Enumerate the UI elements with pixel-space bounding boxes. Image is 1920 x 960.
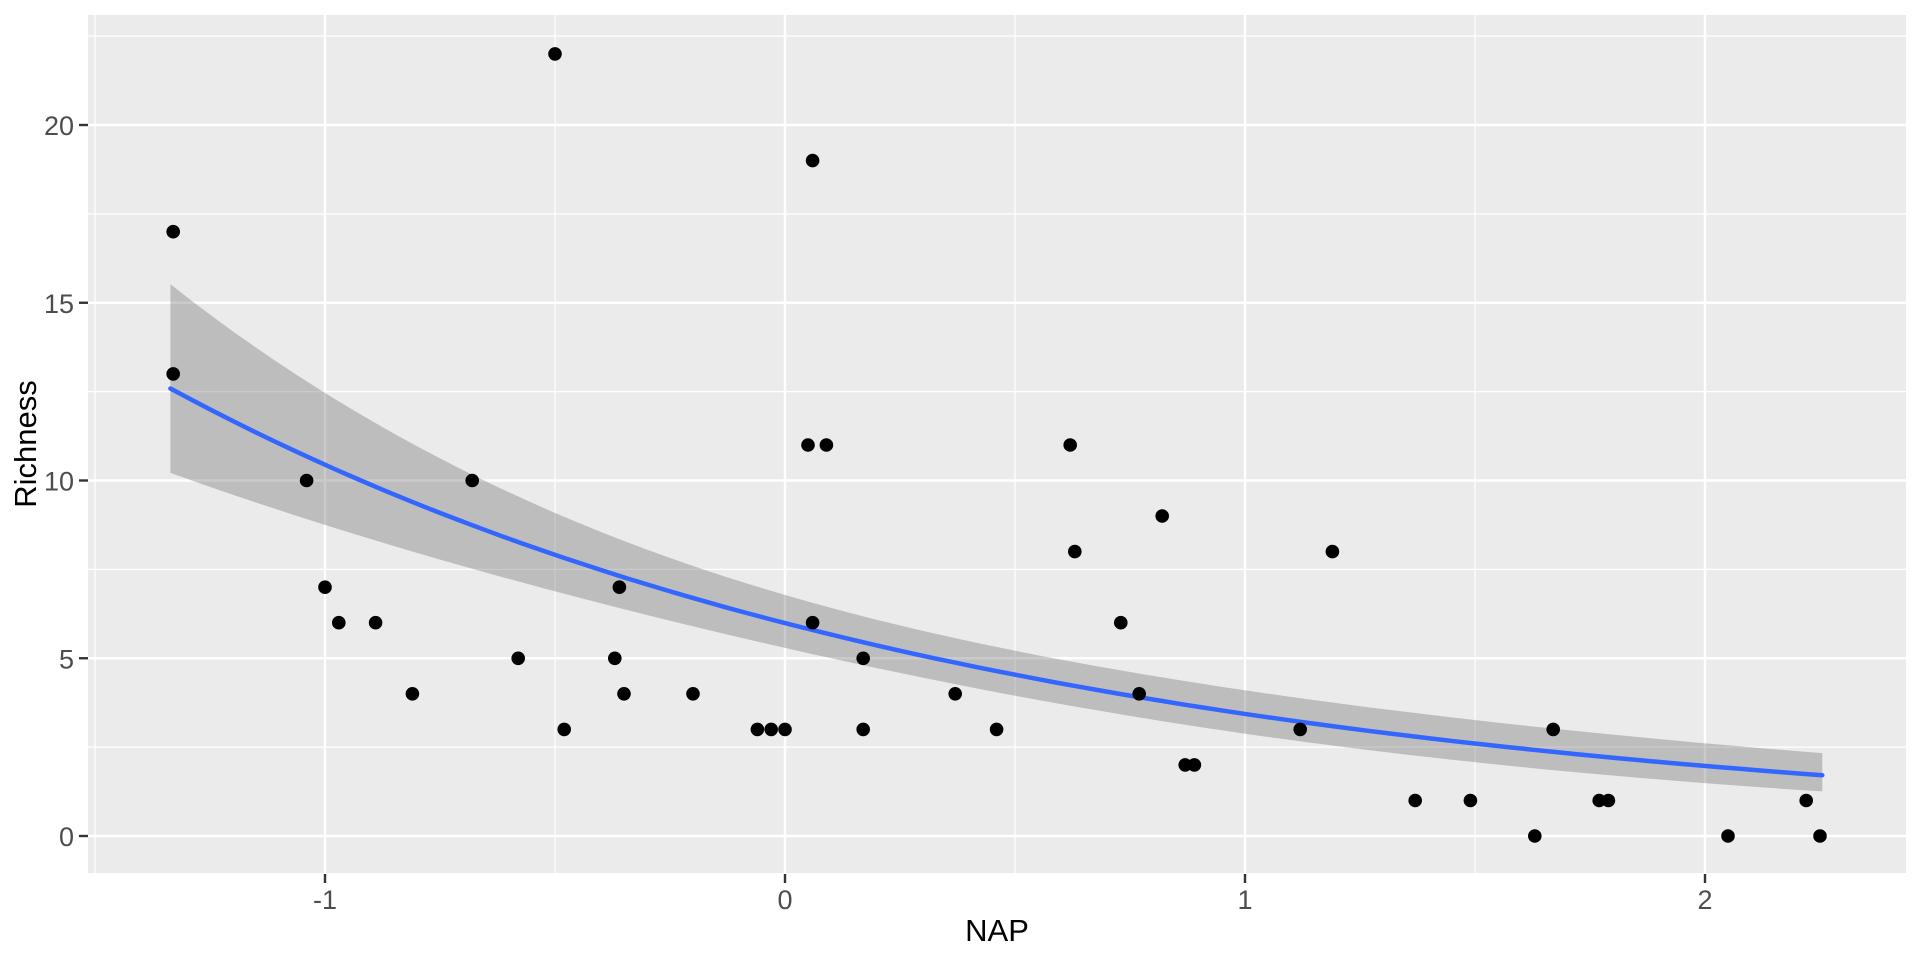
data-point: [1293, 722, 1307, 737]
data-point: [1813, 829, 1827, 843]
y-tick-label: 5: [59, 644, 74, 674]
axis-tick-marks: [79, 123, 1707, 883]
data-point: [1463, 793, 1478, 808]
data-point: [318, 580, 332, 594]
x-tick-label: -1: [313, 885, 337, 915]
data-point: [617, 687, 631, 701]
data-point: [856, 722, 870, 737]
x-tick-label: 2: [1697, 885, 1712, 915]
x-tick-label: 0: [777, 885, 792, 915]
data-point: [166, 224, 180, 239]
data-point: [948, 687, 962, 701]
data-point: [1187, 758, 1202, 772]
data-point: [1721, 829, 1735, 843]
data-point: [1068, 544, 1082, 559]
y-tick-label: 15: [44, 289, 74, 319]
data-point: [1799, 793, 1813, 808]
y-axis-title: Richness: [8, 380, 43, 508]
data-point: [1546, 722, 1560, 737]
data-point: [805, 153, 820, 168]
data-point: [548, 47, 562, 61]
data-point: [750, 722, 765, 737]
data-point: [989, 722, 1004, 737]
data-point: [166, 367, 180, 381]
data-point: [686, 687, 700, 701]
x-axis-title: NAP: [965, 913, 1029, 948]
y-tick-label: 20: [44, 111, 74, 141]
x-tick-label: 1: [1237, 885, 1252, 915]
data-point: [368, 615, 383, 630]
data-point: [332, 615, 346, 630]
data-point: [801, 438, 815, 452]
data-point: [1325, 544, 1340, 559]
data-point: [1601, 793, 1616, 808]
data-point: [405, 687, 420, 701]
data-point: [1063, 438, 1077, 452]
data-point: [557, 722, 571, 737]
data-point: [764, 722, 778, 737]
data-point: [1408, 793, 1422, 808]
major-gridlines: [88, 15, 1906, 873]
y-tick-label: 0: [59, 822, 74, 852]
data-point: [1132, 687, 1146, 701]
data-point: [1155, 509, 1169, 523]
data-point: [856, 651, 870, 666]
data-point: [608, 651, 622, 666]
data-point: [805, 615, 820, 630]
data-point: [1114, 615, 1128, 630]
data-point: [299, 473, 314, 488]
data-points: [166, 47, 1827, 843]
minor-gridlines: [88, 15, 1906, 873]
data-point: [1528, 829, 1542, 843]
data-point: [819, 438, 834, 452]
data-point: [465, 473, 480, 488]
data-point: [511, 651, 525, 666]
data-point: [778, 722, 792, 737]
regression-line: [168, 386, 1825, 778]
data-point: [612, 580, 627, 594]
y-tick-label: 10: [44, 467, 74, 497]
